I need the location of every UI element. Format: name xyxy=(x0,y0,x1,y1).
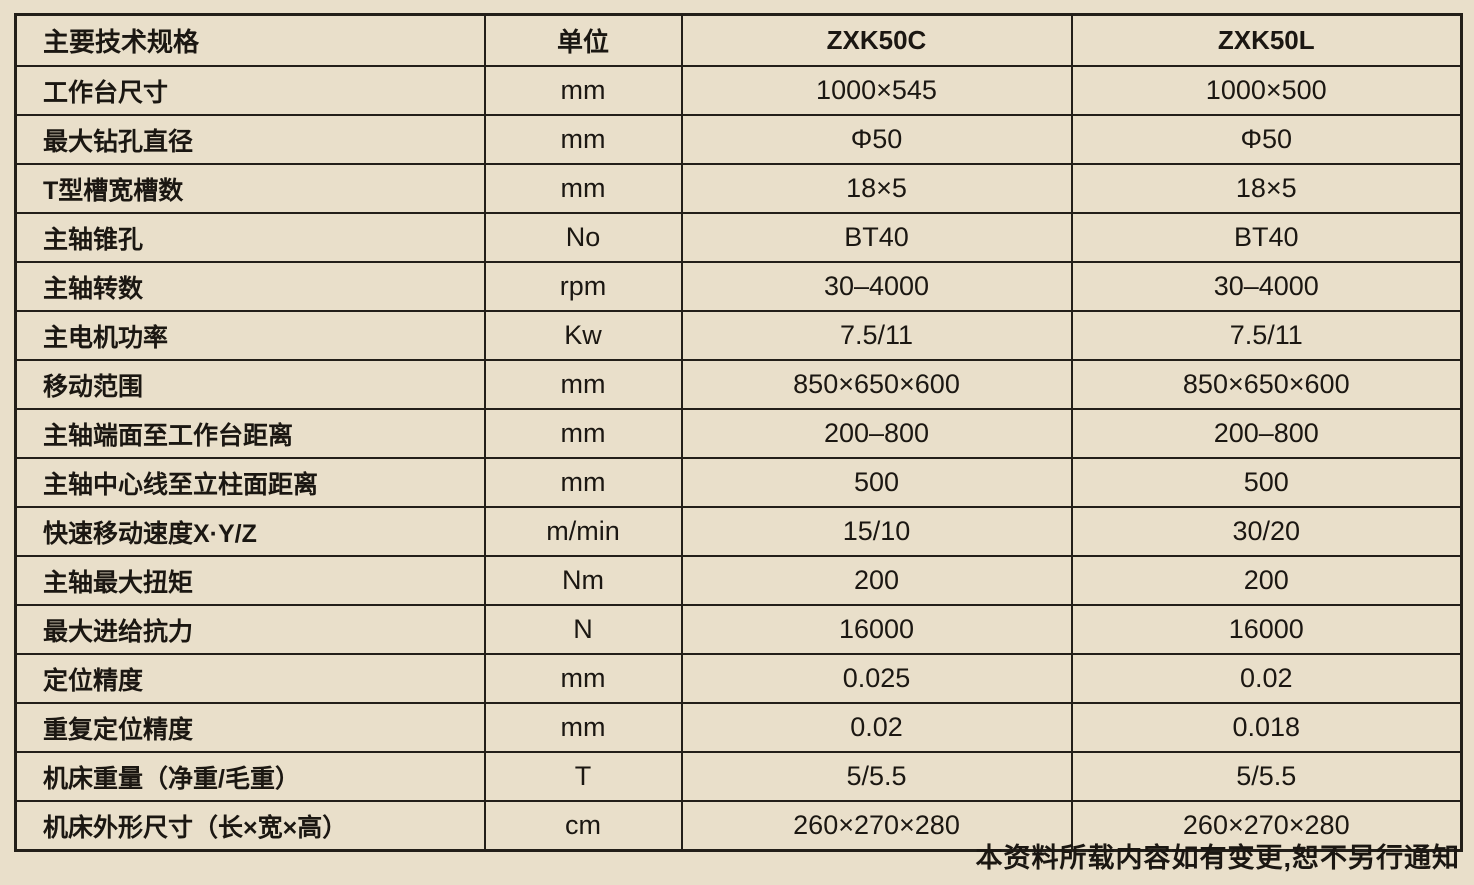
zxk50l-value-cell: 850×650×600 xyxy=(1070,359,1463,410)
zxk50c-value-cell: 0.025 xyxy=(680,653,1073,704)
column-header-spec: 主要技术规格 xyxy=(14,13,486,67)
spec-name-cell: 主电机功率 xyxy=(14,310,486,361)
zxk50c-value-cell: 15/10 xyxy=(680,506,1073,557)
spec-name-cell: 主轴锥孔 xyxy=(14,212,486,263)
zxk50c-value-cell: 200 xyxy=(680,555,1073,606)
zxk50l-value-cell: 18×5 xyxy=(1070,163,1463,214)
spec-name-cell: 定位精度 xyxy=(14,653,486,704)
zxk50l-value-cell: 0.02 xyxy=(1070,653,1463,704)
unit-cell: mm xyxy=(483,702,683,753)
zxk50c-value-cell: Φ50 xyxy=(680,114,1073,165)
table-row: 机床外形尺寸（长×宽×高） cm 260×270×280 260×270×280 xyxy=(14,800,1463,852)
table-row: 工作台尺寸 mm 1000×545 1000×500 xyxy=(14,65,1463,116)
zxk50l-value-cell: 16000 xyxy=(1070,604,1463,655)
spec-name-cell: 快速移动速度X·Y/Z xyxy=(14,506,486,557)
zxk50c-value-cell: 18×5 xyxy=(680,163,1073,214)
table-row: 快速移动速度X·Y/Z m/min 15/10 30/20 xyxy=(14,506,1463,557)
zxk50l-value-cell: 200–800 xyxy=(1070,408,1463,459)
zxk50l-value-cell: 5/5.5 xyxy=(1070,751,1463,802)
zxk50c-value-cell: 0.02 xyxy=(680,702,1073,753)
spec-name-cell: 主轴转数 xyxy=(14,261,486,312)
zxk50c-value-cell: 30–4000 xyxy=(680,261,1073,312)
unit-cell: Nm xyxy=(483,555,683,606)
unit-cell: m/min xyxy=(483,506,683,557)
zxk50l-value-cell: 500 xyxy=(1070,457,1463,508)
table-row: 移动范围 mm 850×650×600 850×650×600 xyxy=(14,359,1463,410)
technical-spec-table: 主要技术规格 单位 ZXK50C ZXK50L 工作台尺寸 mm 1000×545 1… xyxy=(14,13,1463,852)
table-row: 主电机功率 Kw 7.5/11 7.5/11 xyxy=(14,310,1463,361)
spec-name-cell: 最大进给抗力 xyxy=(14,604,486,655)
column-header-zxk50l: ZXK50L xyxy=(1070,13,1463,67)
unit-cell: mm xyxy=(483,359,683,410)
zxk50l-value-cell: 200 xyxy=(1070,555,1463,606)
spec-name-cell: 主轴最大扭矩 xyxy=(14,555,486,606)
spec-name-cell: T型槽宽槽数 xyxy=(14,163,486,214)
table-row: 最大钻孔直径 mm Φ50 Φ50 xyxy=(14,114,1463,165)
zxk50l-value-cell: 0.018 xyxy=(1070,702,1463,753)
zxk50c-value-cell: 500 xyxy=(680,457,1073,508)
table-row: 主轴最大扭矩 Nm 200 200 xyxy=(14,555,1463,606)
unit-cell: Kw xyxy=(483,310,683,361)
disclaimer-note: 本资料所载内容如有变更,恕不另行通知 xyxy=(975,843,1460,873)
zxk50c-value-cell: 850×650×600 xyxy=(680,359,1073,410)
unit-cell: No xyxy=(483,212,683,263)
column-header-unit: 单位 xyxy=(483,13,683,67)
table-row: 重复定位精度 mm 0.02 0.018 xyxy=(14,702,1463,753)
spec-name-cell: 主轴端面至工作台距离 xyxy=(14,408,486,459)
table-row: 主轴端面至工作台距离 mm 200–800 200–800 xyxy=(14,408,1463,459)
unit-cell: T xyxy=(483,751,683,802)
table-row: 机床重量（净重/毛重） T 5/5.5 5/5.5 xyxy=(14,751,1463,802)
zxk50c-value-cell: 260×270×280 xyxy=(680,800,1073,852)
table-row: 主轴中心线至立柱面距离 mm 500 500 xyxy=(14,457,1463,508)
zxk50l-value-cell: 1000×500 xyxy=(1070,65,1463,116)
spec-name-cell: 机床重量（净重/毛重） xyxy=(14,751,486,802)
zxk50l-value-cell: 260×270×280 xyxy=(1070,800,1463,852)
table-header-row: 主要技术规格 单位 ZXK50C ZXK50L xyxy=(14,13,1463,67)
spec-name-cell: 机床外形尺寸（长×宽×高） xyxy=(14,800,486,852)
spec-table-body: 工作台尺寸 mm 1000×545 1000×500 最大钻孔直径 mm Φ50 Φ50 T型槽… xyxy=(14,65,1463,852)
zxk50c-value-cell: BT40 xyxy=(680,212,1073,263)
zxk50c-value-cell: 7.5/11 xyxy=(680,310,1073,361)
unit-cell: cm xyxy=(483,800,683,852)
zxk50c-value-cell: 16000 xyxy=(680,604,1073,655)
zxk50c-value-cell: 200–800 xyxy=(680,408,1073,459)
spec-name-cell: 主轴中心线至立柱面距离 xyxy=(14,457,486,508)
spec-name-cell: 最大钻孔直径 xyxy=(14,114,486,165)
zxk50l-value-cell: 30–4000 xyxy=(1070,261,1463,312)
table-row: 定位精度 mm 0.025 0.02 xyxy=(14,653,1463,704)
column-header-zxk50c: ZXK50C xyxy=(680,13,1073,67)
zxk50c-value-cell: 1000×545 xyxy=(680,65,1073,116)
table-row: 主轴转数 rpm 30–4000 30–4000 xyxy=(14,261,1463,312)
table-row: 主轴锥孔 No BT40 BT40 xyxy=(14,212,1463,263)
table-row: 最大进给抗力 N 16000 16000 xyxy=(14,604,1463,655)
table-row: T型槽宽槽数 mm 18×5 18×5 xyxy=(14,163,1463,214)
zxk50l-value-cell: 7.5/11 xyxy=(1070,310,1463,361)
unit-cell: mm xyxy=(483,408,683,459)
spec-name-cell: 移动范围 xyxy=(14,359,486,410)
spec-name-cell: 工作台尺寸 xyxy=(14,65,486,116)
spec-name-cell: 重复定位精度 xyxy=(14,702,486,753)
unit-cell: mm xyxy=(483,65,683,116)
zxk50l-value-cell: Φ50 xyxy=(1070,114,1463,165)
unit-cell: mm xyxy=(483,114,683,165)
unit-cell: N xyxy=(483,604,683,655)
zxk50c-value-cell: 5/5.5 xyxy=(680,751,1073,802)
zxk50l-value-cell: BT40 xyxy=(1070,212,1463,263)
zxk50l-value-cell: 30/20 xyxy=(1070,506,1463,557)
unit-cell: mm xyxy=(483,163,683,214)
unit-cell: mm xyxy=(483,653,683,704)
unit-cell: rpm xyxy=(483,261,683,312)
unit-cell: mm xyxy=(483,457,683,508)
